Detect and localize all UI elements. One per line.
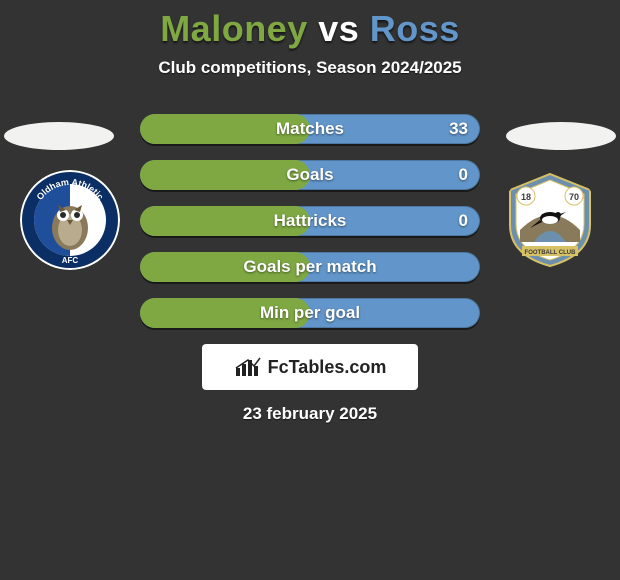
bars-icon: [234, 356, 262, 378]
date: 23 february 2025: [0, 404, 620, 424]
stat-bar-label: Goals: [140, 160, 480, 190]
brand-text: FcTables.com: [268, 357, 387, 378]
comparison-bars: Matches33Goals0Hattricks0Goals per match…: [140, 114, 480, 328]
comparison-title: Maloney vs Ross: [0, 0, 620, 50]
stat-bar: Goals per match: [140, 252, 480, 282]
club-crest-right: 18 70 FOOTBALL CLUB: [500, 170, 600, 270]
stat-bar: Goals0: [140, 160, 480, 190]
stat-bar-label: Goals per match: [140, 252, 480, 282]
stat-bar-label: Min per goal: [140, 298, 480, 328]
stat-bar-value-right: 33: [449, 114, 468, 144]
stat-bar: Matches33: [140, 114, 480, 144]
crest-right-banner: FOOTBALL CLUB: [525, 250, 577, 256]
stat-bar: Min per goal: [140, 298, 480, 328]
title-vs: vs: [308, 8, 370, 49]
title-left-player: Maloney: [160, 8, 308, 49]
crest-right-svg: 18 70 FOOTBALL CLUB: [500, 170, 600, 270]
title-right-player: Ross: [370, 8, 460, 49]
club-crest-left: Oldham Athletic AFC: [20, 170, 120, 270]
stat-bar-value-right: 0: [459, 160, 468, 190]
crest-left-svg: Oldham Athletic AFC: [20, 170, 120, 270]
stat-bar-label: Hattricks: [140, 206, 480, 236]
spotlight-right: [506, 122, 616, 150]
crest-right-year-left: 18: [521, 192, 531, 202]
subtitle: Club competitions, Season 2024/2025: [0, 58, 620, 78]
stat-bar-value-right: 0: [459, 206, 468, 236]
stat-bar: Hattricks0: [140, 206, 480, 236]
spotlight-left: [4, 122, 114, 150]
brand-badge: FcTables.com: [202, 344, 418, 390]
crest-left-ringbottom: AFC: [62, 256, 79, 265]
stat-bar-label: Matches: [140, 114, 480, 144]
crest-right-year-right: 70: [569, 192, 579, 202]
